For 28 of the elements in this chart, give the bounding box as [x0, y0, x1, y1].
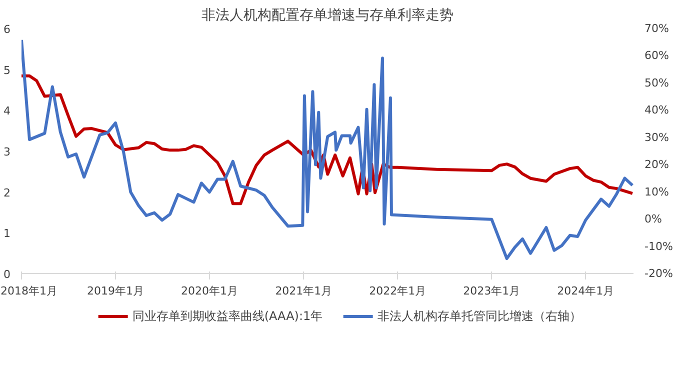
y-tick-label: 2 [4, 186, 10, 200]
legend-label: 同业存单到期收益率曲线(AAA):1年 [132, 308, 323, 324]
y2-tick-label: 60% [644, 49, 669, 62]
y2-tick-label: 50% [644, 76, 669, 90]
x-tick-label: 2020年1月 [180, 284, 238, 298]
y2-tick-label: 70% [644, 22, 669, 35]
y-tick-label: 5 [4, 64, 10, 77]
line-series [22, 38, 634, 260]
y-tick-label: 4 [4, 104, 10, 118]
y2-tick-label: 0% [644, 212, 662, 226]
y-tick-label: 0 [4, 268, 10, 281]
x-tick-label: 2022年1月 [369, 284, 426, 298]
x-tick-label: 2023年1月 [463, 284, 520, 298]
y2-tick-label: 30% [644, 130, 669, 144]
x-tick-label: 2018年1月 [0, 284, 58, 298]
x-tick-label: 2021年1月 [275, 284, 332, 298]
y2-tick-label: 40% [644, 104, 669, 117]
chart-title: 非法人机构配置存单增速与存单利率走势 [202, 8, 454, 24]
y-tick-label: 6 [4, 23, 10, 36]
legend-label: 非法人机构存单托管同比增速（右轴） [378, 308, 582, 324]
y2-tick-label: 20% [644, 158, 669, 172]
y-tick-label: 3 [4, 146, 10, 158]
y-tick-label: 1 [4, 227, 10, 240]
y2-tick-label: -20% [644, 267, 673, 280]
x-tick-label: 2019年1月 [86, 284, 144, 298]
y2-tick-label: -10% [644, 240, 673, 253]
y2-tick-label: 10% [644, 185, 669, 198]
x-tick-label: 2024年1月 [557, 284, 614, 298]
